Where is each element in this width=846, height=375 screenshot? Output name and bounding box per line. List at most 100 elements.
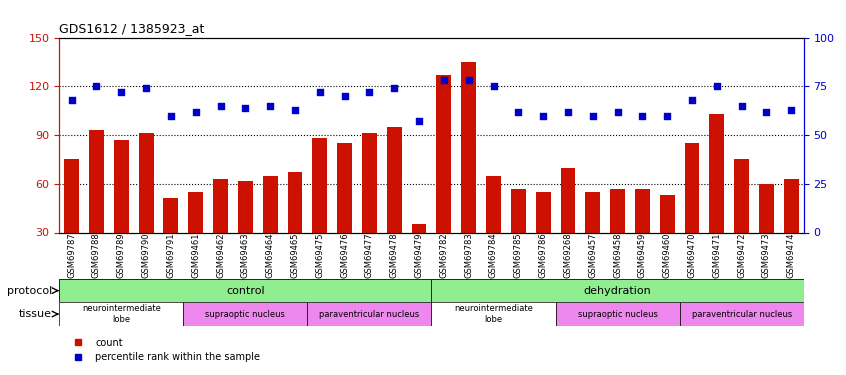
Point [760,109,773,115]
Point [140,85,153,91]
Point [784,106,798,112]
Point [685,97,699,103]
Bar [679,302,804,326]
Point [288,106,302,112]
Bar [585,192,600,281]
Text: tissue: tissue [19,309,52,319]
Bar [288,172,302,281]
Bar [213,179,228,281]
Bar [486,176,501,281]
Point [114,89,128,95]
Text: GSM69783: GSM69783 [464,232,473,278]
Bar [660,195,674,281]
Point [611,109,624,115]
Text: GSM69458: GSM69458 [613,232,622,278]
Text: supraoptic nucleus: supraoptic nucleus [578,310,657,319]
Text: dehydration: dehydration [584,286,651,296]
Text: GDS1612 / 1385923_at: GDS1612 / 1385923_at [59,22,205,35]
Text: neurointermediate
lobe: neurointermediate lobe [454,304,533,324]
Point [437,77,451,83]
Text: GSM69461: GSM69461 [191,232,201,278]
Point [338,93,351,99]
Text: GSM69470: GSM69470 [688,232,696,278]
Text: GSM69465: GSM69465 [290,232,299,278]
Bar [189,192,203,281]
Bar [89,130,104,281]
Bar [784,179,799,281]
Text: GSM69791: GSM69791 [167,232,175,278]
Bar [461,62,476,281]
Point [412,118,426,124]
Bar [511,189,525,281]
Point [387,85,401,91]
Point [65,97,79,103]
Point [735,103,749,109]
Text: GSM69473: GSM69473 [762,232,771,278]
Bar [312,138,327,281]
Text: control: control [226,286,265,296]
Bar [163,198,179,281]
Text: GSM69784: GSM69784 [489,232,498,278]
Point [462,77,475,83]
Bar [387,127,402,281]
Text: GSM69464: GSM69464 [266,232,275,278]
Bar [184,302,307,326]
Bar [635,189,650,281]
Text: GSM69463: GSM69463 [241,232,250,278]
Point [512,109,525,115]
Bar [338,143,352,281]
Text: GSM69785: GSM69785 [514,232,523,278]
Bar [362,134,376,281]
Bar [307,302,431,326]
Text: GSM69471: GSM69471 [712,232,722,278]
Bar [536,192,551,281]
Point [635,112,649,118]
Bar [238,180,253,281]
Point [189,109,202,115]
Text: GSM69790: GSM69790 [141,232,151,278]
Text: supraoptic nucleus: supraoptic nucleus [206,310,285,319]
Text: GSM69788: GSM69788 [92,232,101,278]
Text: paraventricular nucleus: paraventricular nucleus [691,310,792,319]
Bar [610,189,625,281]
Bar [556,302,679,326]
Bar [412,224,426,281]
FancyBboxPatch shape [59,279,804,302]
Point [486,83,500,89]
Bar [710,114,724,281]
Text: GSM69477: GSM69477 [365,232,374,278]
Bar [437,75,451,281]
Point [536,112,550,118]
Text: GSM69457: GSM69457 [588,232,597,278]
Text: GSM69472: GSM69472 [737,232,746,278]
Point [561,109,574,115]
Bar [759,184,774,281]
Text: GSM69478: GSM69478 [390,232,398,278]
Bar [734,159,749,281]
Point [586,112,600,118]
Point [214,103,228,109]
Text: GSM69462: GSM69462 [216,232,225,278]
Text: GSM69787: GSM69787 [67,232,76,278]
Point [90,83,103,89]
Bar [139,134,153,281]
Bar [561,168,575,281]
Text: GSM69460: GSM69460 [662,232,672,278]
Text: GSM69475: GSM69475 [316,232,324,278]
Text: GSM69459: GSM69459 [638,232,647,278]
Text: GSM69474: GSM69474 [787,232,796,278]
Text: GSM69479: GSM69479 [415,232,424,278]
Text: protocol: protocol [7,286,52,296]
Text: neurointermediate
lobe: neurointermediate lobe [82,304,161,324]
Bar [684,143,700,281]
Bar [59,302,184,326]
Bar [64,159,79,281]
Bar [59,279,431,302]
Point [263,103,277,109]
Text: paraventricular nucleus: paraventricular nucleus [319,310,420,319]
Point [661,112,674,118]
Bar [431,279,804,302]
Point [239,105,252,111]
Point [710,83,723,89]
Point [313,89,327,95]
